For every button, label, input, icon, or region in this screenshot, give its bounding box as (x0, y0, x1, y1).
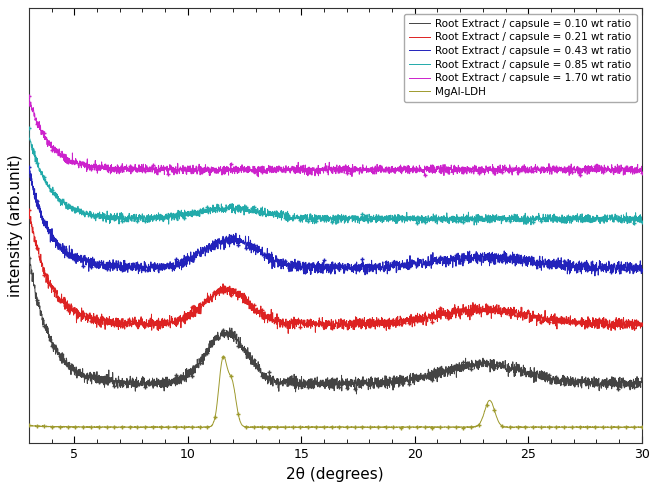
Root Extract / capsule = 1.70 wt ratio (260, 167, 268, 173)
MgAl-LDH (25, 422, 33, 428)
Line: Root Extract / capsule = 0.10 wt ratio: Root Extract / capsule = 0.10 wt ratio (29, 257, 642, 394)
Root Extract / capsule = 0.43 wt ratio (286, 262, 294, 268)
Root Extract / capsule = 0.85 wt ratio (260, 209, 268, 215)
Root Extract / capsule = 0.43 wt ratio (591, 273, 599, 279)
Root Extract / capsule = 0.21 wt ratio (560, 320, 568, 326)
MgAl-LDH (261, 424, 268, 430)
Root Extract / capsule = 0.10 wt ratio (26, 254, 34, 260)
MgAl-LDH (626, 424, 634, 430)
Root Extract / capsule = 0.85 wt ratio (131, 217, 139, 223)
Root Extract / capsule = 0.10 wt ratio (353, 391, 361, 397)
MgAl-LDH (172, 425, 180, 431)
Root Extract / capsule = 0.10 wt ratio (95, 372, 103, 378)
Root Extract / capsule = 1.70 wt ratio (560, 166, 568, 171)
MgAl-LDH (638, 424, 645, 430)
Line: Root Extract / capsule = 0.43 wt ratio: Root Extract / capsule = 0.43 wt ratio (29, 167, 642, 276)
Root Extract / capsule = 1.70 wt ratio (25, 94, 33, 99)
Root Extract / capsule = 0.21 wt ratio (638, 321, 645, 327)
Root Extract / capsule = 0.21 wt ratio (626, 322, 634, 328)
Root Extract / capsule = 1.70 wt ratio (254, 174, 262, 180)
MgAl-LDH (131, 423, 139, 429)
Root Extract / capsule = 0.10 wt ratio (260, 370, 268, 376)
MgAl-LDH (287, 424, 295, 430)
Root Extract / capsule = 1.70 wt ratio (287, 165, 295, 171)
Line: MgAl-LDH: MgAl-LDH (29, 356, 642, 428)
Root Extract / capsule = 0.21 wt ratio (260, 317, 268, 322)
Root Extract / capsule = 0.43 wt ratio (626, 270, 634, 276)
Root Extract / capsule = 0.85 wt ratio (286, 216, 294, 221)
Root Extract / capsule = 0.85 wt ratio (470, 222, 478, 228)
MgAl-LDH (560, 424, 568, 430)
Root Extract / capsule = 0.43 wt ratio (25, 164, 33, 170)
Root Extract / capsule = 0.21 wt ratio (95, 320, 103, 326)
Root Extract / capsule = 0.10 wt ratio (638, 375, 645, 381)
Root Extract / capsule = 1.70 wt ratio (626, 164, 634, 170)
Root Extract / capsule = 0.10 wt ratio (287, 380, 295, 386)
Line: Root Extract / capsule = 1.70 wt ratio: Root Extract / capsule = 1.70 wt ratio (29, 97, 642, 177)
Root Extract / capsule = 0.21 wt ratio (25, 207, 33, 213)
Root Extract / capsule = 0.43 wt ratio (260, 251, 268, 257)
Root Extract / capsule = 0.85 wt ratio (638, 219, 645, 225)
X-axis label: 2θ (degrees): 2θ (degrees) (286, 466, 384, 482)
Root Extract / capsule = 1.70 wt ratio (95, 163, 103, 169)
Root Extract / capsule = 0.10 wt ratio (626, 387, 634, 393)
Root Extract / capsule = 0.43 wt ratio (638, 267, 645, 273)
Root Extract / capsule = 0.21 wt ratio (284, 330, 292, 336)
Root Extract / capsule = 0.85 wt ratio (95, 212, 103, 218)
Root Extract / capsule = 1.70 wt ratio (131, 161, 139, 167)
Root Extract / capsule = 0.85 wt ratio (25, 125, 33, 131)
Line: Root Extract / capsule = 0.85 wt ratio: Root Extract / capsule = 0.85 wt ratio (29, 128, 642, 225)
Root Extract / capsule = 0.21 wt ratio (131, 317, 139, 323)
Root Extract / capsule = 0.10 wt ratio (132, 388, 139, 394)
Root Extract / capsule = 0.10 wt ratio (25, 255, 33, 261)
Root Extract / capsule = 0.10 wt ratio (560, 381, 568, 387)
MgAl-LDH (220, 353, 228, 359)
Root Extract / capsule = 0.85 wt ratio (560, 220, 568, 226)
Root Extract / capsule = 1.70 wt ratio (638, 171, 645, 176)
Root Extract / capsule = 0.43 wt ratio (95, 259, 103, 265)
Line: Root Extract / capsule = 0.21 wt ratio: Root Extract / capsule = 0.21 wt ratio (29, 210, 642, 333)
Root Extract / capsule = 0.43 wt ratio (131, 265, 139, 271)
Y-axis label: intensity (arb.unit): intensity (arb.unit) (9, 154, 23, 297)
Root Extract / capsule = 0.43 wt ratio (560, 267, 568, 272)
Legend: Root Extract / capsule = 0.10 wt ratio, Root Extract / capsule = 0.21 wt ratio, : Root Extract / capsule = 0.10 wt ratio, … (404, 14, 636, 102)
Root Extract / capsule = 0.85 wt ratio (626, 214, 634, 220)
Root Extract / capsule = 0.21 wt ratio (287, 323, 295, 329)
MgAl-LDH (95, 424, 103, 430)
